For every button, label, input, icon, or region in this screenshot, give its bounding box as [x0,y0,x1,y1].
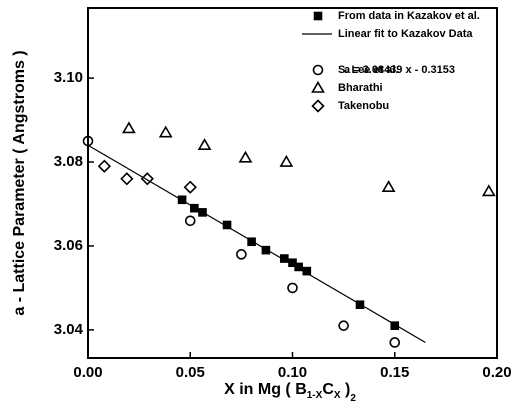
triangle-marker [381,180,396,192]
y-tick-label: 3.08 [54,153,83,170]
legend-label: Linear fit to Kazakov Data [338,28,473,40]
diamond-marker [311,99,325,113]
y-tick-label: 3.04 [54,321,84,338]
x-axis-title-part: ) [341,381,351,398]
circle-marker [287,282,298,294]
triangle-marker [481,184,496,197]
y-tick-label: 3.06 [54,237,83,254]
triangle-marker [311,80,325,93]
x-tick-label: 0.00 [73,364,102,381]
y-tick-label: 3.10 [54,69,83,86]
circle-marker [82,135,94,147]
legend-label: Takenobu [338,100,389,112]
x-axis-title: X in Mg ( B1-XCX )2 [224,381,356,403]
diamond-marker [183,180,197,194]
square-marker [247,237,256,247]
diamond-marker [97,159,111,173]
triangle-marker [158,125,173,138]
square-marker [190,203,199,213]
x-tick-label: 0.10 [278,364,307,381]
circle-marker [312,64,324,76]
x-axis-title-part: X [334,390,341,401]
legend-label: S. Lee et al. [338,64,399,76]
legend-label: Bharathi [338,82,383,94]
annotation: a = 3.08439 x - 0.3153 [344,64,455,76]
fit-line [87,144,426,343]
x-axis-title-part: 1-X [307,390,323,401]
x-axis-title-part: 2 [350,393,356,404]
x-tick-label: 0.05 [176,364,205,381]
diamond-marker [140,172,154,186]
x-axis-title-part: C [322,381,334,398]
circle-marker [389,337,401,348]
square-marker [313,11,323,21]
circle-marker [338,320,349,331]
diamond-marker [120,172,134,186]
triangle-marker [122,121,136,134]
triangle-marker [238,150,253,163]
x-axis-title-part: X in Mg ( B [224,381,307,398]
triangle-marker [197,138,212,151]
y-axis-title: a - Lattice Parameter ( Angstroms ) [11,50,28,315]
circle-marker [236,249,247,260]
triangle-marker [279,154,294,167]
square-marker [390,321,400,330]
x-tick-label: 0.20 [482,364,511,381]
circle-marker [184,215,196,227]
square-marker [261,245,271,255]
legend-label: From data in Kazakov et al. [338,10,480,22]
x-tick-label: 0.15 [380,364,409,381]
